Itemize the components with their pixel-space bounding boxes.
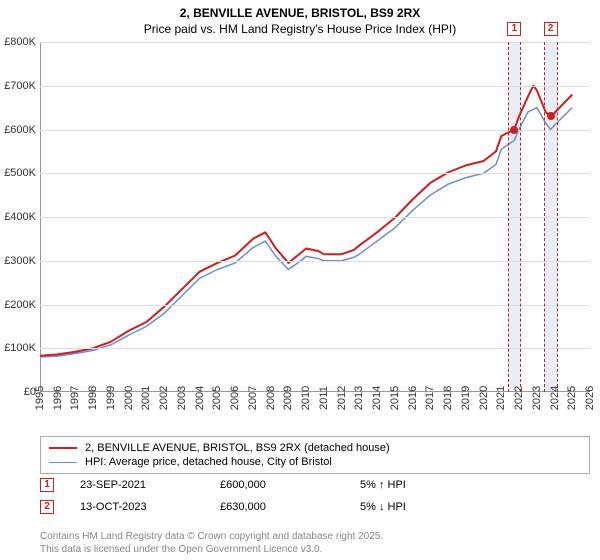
x-tick-label: 2016 [407,386,419,410]
x-tick-label: 2009 [282,386,294,410]
x-tick-label: 2023 [531,386,543,410]
x-tick-label: 2010 [300,386,312,410]
sale-marker-box: 1 [507,22,521,36]
sale-marker-dot [510,126,518,134]
x-tick-label: 2012 [336,386,348,410]
x-tick-label: 2007 [247,386,259,410]
sale-row-price: £600,000 [220,479,360,491]
x-tick-label: 1998 [87,386,99,410]
x-tick-label: 2000 [123,386,135,410]
legend-swatch [49,462,77,463]
x-tick-label: 2020 [478,386,490,410]
legend-row: HPI: Average price, detached house, City… [49,455,581,469]
x-tick-label: 2003 [176,386,188,410]
x-tick-label: 2019 [460,386,472,410]
x-tick-label: 2017 [424,386,436,410]
sale-row-delta: 5% ↓ HPI [360,501,480,513]
y-tick-label: £500K [4,167,36,179]
series-line [40,86,572,356]
footer-line2: This data is licensed under the Open Gov… [40,543,383,556]
sale-row-delta: 5% ↑ HPI [360,479,480,491]
x-tick-label: 2013 [353,386,365,410]
x-tick-label: 2001 [140,386,152,410]
x-tick-label: 2006 [229,386,241,410]
x-tick-label: 2011 [318,386,330,410]
chart-container: 2, BENVILLE AVENUE, BRISTOL, BS9 2RX Pri… [0,0,600,560]
x-tick-label: 2018 [442,386,454,410]
y-tick-label: £700K [4,80,36,92]
x-tick-label: 2025 [566,386,578,410]
footer-attribution: Contains HM Land Registry data © Crown c… [40,530,383,556]
x-tick-label: 2004 [194,386,206,410]
sale-band-edge [557,42,558,392]
sale-row-price: £630,000 [220,501,360,513]
footer-line1: Contains HM Land Registry data © Crown c… [40,530,383,543]
y-tick-label: £800K [4,36,36,48]
sale-row: 2 13-OCT-2023£630,0005% ↓ HPI [40,500,590,514]
plot-area: £0£100K£200K£300K£400K£500K£600K£700K£80… [40,42,590,392]
x-tick-label: 2015 [389,386,401,410]
sale-row-col-marker: 2 [40,500,80,514]
x-tick-label: 2026 [584,386,596,410]
y-tick-label: £300K [4,255,36,267]
x-tick-label: 2014 [371,386,383,410]
sale-row-marker: 1 [40,478,54,492]
legend-label: 2, BENVILLE AVENUE, BRISTOL, BS9 2RX (de… [85,442,390,454]
legend-row: 2, BENVILLE AVENUE, BRISTOL, BS9 2RX (de… [49,441,581,455]
sale-row: 1 23-SEP-2021£600,0005% ↑ HPI [40,478,590,492]
x-tick-label: 2002 [158,386,170,410]
x-tick-label: 2008 [265,386,277,410]
sale-band-edge [520,42,521,392]
x-tick-label: 1999 [105,386,117,410]
series-line [40,108,572,357]
y-tick-label: £100K [4,342,36,354]
sale-marker-dot [547,112,555,120]
sale-row-date: 13-OCT-2023 [80,501,220,513]
x-tick-label: 2005 [211,386,223,410]
x-tick-label: 2022 [513,386,525,410]
chart-title-line1: 2, BENVILLE AVENUE, BRISTOL, BS9 2RX [0,0,600,20]
sale-row-date: 23-SEP-2021 [80,479,220,491]
x-tick-label: 1995 [34,386,46,410]
sale-band-edge [508,42,509,392]
x-tick-label: 1997 [69,386,81,410]
sale-row-marker: 2 [40,500,54,514]
x-tick-label: 2021 [495,386,507,410]
y-tick-label: £400K [4,211,36,223]
legend: 2, BENVILLE AVENUE, BRISTOL, BS9 2RX (de… [40,436,590,474]
sale-marker-box: 2 [544,22,558,36]
sale-row-col-marker: 1 [40,478,80,492]
legend-label: HPI: Average price, detached house, City… [85,456,332,468]
y-tick-label: £200K [4,299,36,311]
x-tick-label: 1996 [52,386,64,410]
x-tick-label: 2024 [549,386,561,410]
y-tick-label: £600K [4,124,36,136]
legend-swatch [49,447,77,449]
sale-band-edge [544,42,545,392]
